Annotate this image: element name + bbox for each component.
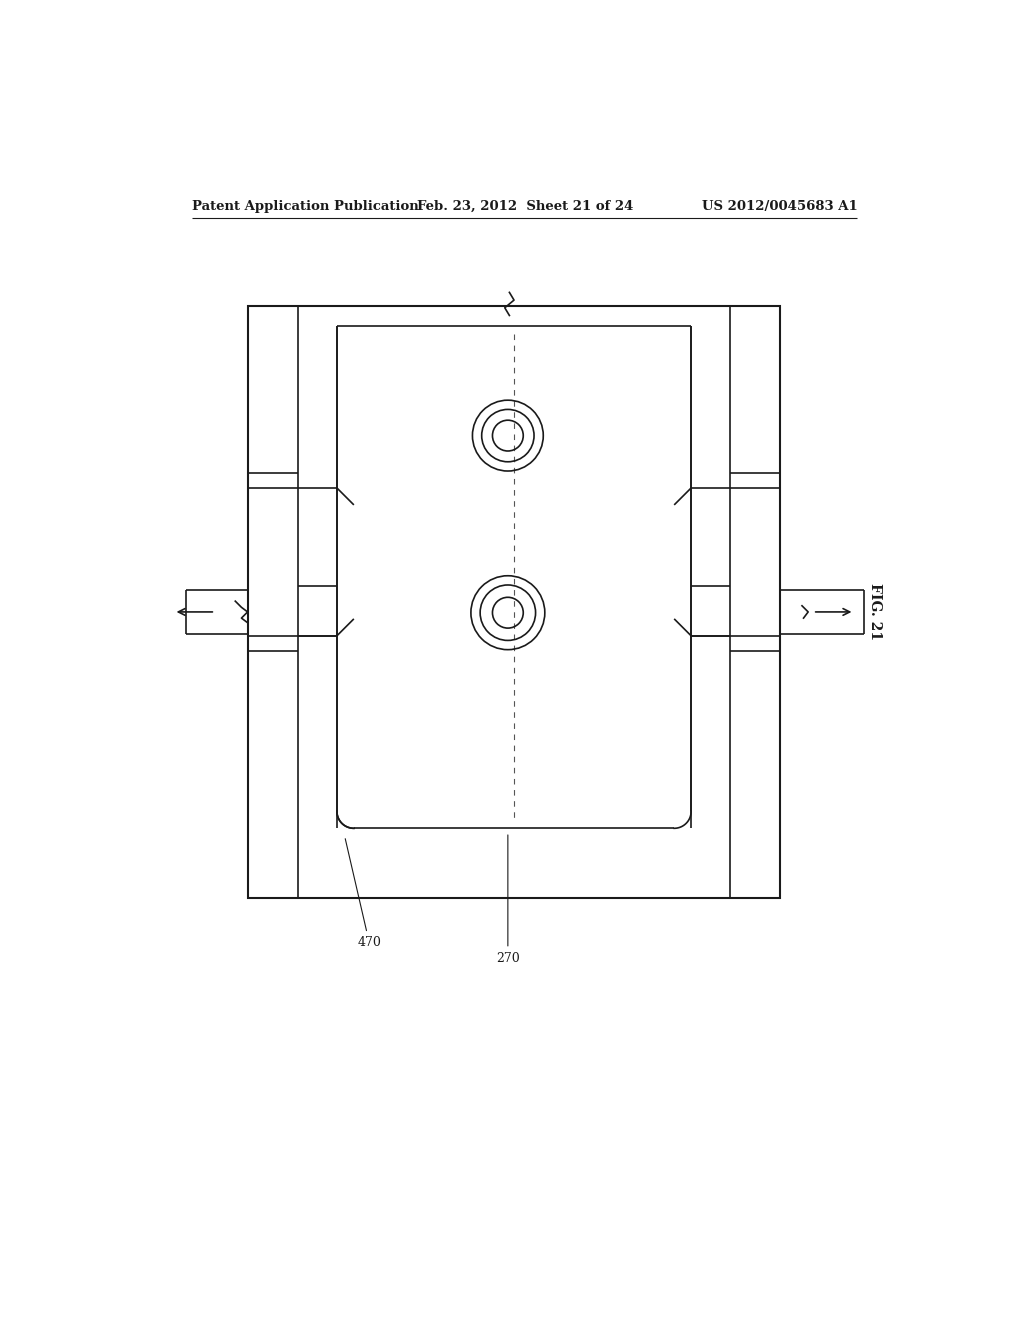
Text: 470: 470 <box>345 838 381 949</box>
Text: Feb. 23, 2012  Sheet 21 of 24: Feb. 23, 2012 Sheet 21 of 24 <box>417 199 633 213</box>
Bar <box>248 306 780 898</box>
Text: US 2012/0045683 A1: US 2012/0045683 A1 <box>701 199 857 213</box>
Text: 270: 270 <box>496 836 520 965</box>
Text: Patent Application Publication: Patent Application Publication <box>193 199 419 213</box>
Text: FIG. 21: FIG. 21 <box>868 583 883 640</box>
